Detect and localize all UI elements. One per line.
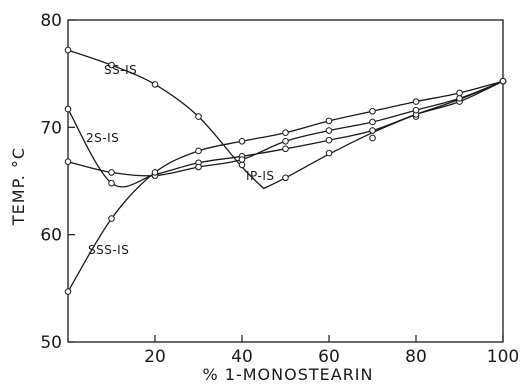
data-point-ip-is	[108, 169, 115, 176]
data-point-ss-is	[108, 61, 115, 69]
y-tick-label: 70	[40, 118, 62, 138]
data-point-ss-is	[282, 174, 289, 182]
series-label-ip-is: IP-IS	[246, 169, 275, 183]
data-point-2s-is	[64, 105, 72, 113]
series-line-sss-is	[67, 80, 504, 292]
data-point-2s-is	[108, 179, 115, 187]
y-tick-label: 80	[40, 11, 62, 31]
data-point-ss-is	[325, 149, 333, 157]
data-point-ss-is	[151, 81, 159, 88]
data-point-sss-is	[64, 288, 72, 295]
data-point-ip-is	[456, 95, 463, 102]
series-label-sss-is: SSS-IS	[88, 243, 129, 257]
curves	[67, 49, 504, 292]
data-point-sss-is	[238, 137, 246, 145]
data-point-sss-is	[456, 89, 463, 97]
data-point-sss-is	[499, 77, 507, 85]
data-point-ip-is	[369, 118, 376, 126]
series-line-ip-is	[67, 80, 504, 177]
data-point-ip-is	[195, 163, 202, 171]
data-point-ip-is	[238, 156, 246, 163]
labels: % 1-MONOSTEARIN TEMP. °C SS-IS 2S-IS IP-…	[9, 63, 374, 384]
data-point-2s-is	[369, 127, 376, 134]
data-point-ip-is	[64, 158, 72, 165]
x-tick-label: 40	[231, 347, 253, 367]
x-tick-label: 80	[405, 347, 427, 367]
data-point-2s-is	[282, 145, 289, 153]
data-point-ip-is	[282, 137, 289, 145]
data-point-ss-is	[369, 134, 376, 142]
data-point-ip-is	[412, 106, 420, 114]
x-tick-label: 60	[318, 347, 340, 367]
axes: 20 40 60 80 100 50 60 70 80	[40, 11, 519, 367]
markers	[64, 46, 507, 295]
data-point-sss-is	[369, 107, 376, 115]
y-tick-label: 60	[40, 226, 62, 246]
data-point-sss-is	[325, 117, 333, 125]
data-point-ss-is	[238, 161, 246, 169]
series-label-ss-is: SS-IS	[104, 63, 137, 77]
data-point-sss-is	[151, 169, 159, 176]
y-axis-title: TEMP. °C	[9, 147, 28, 226]
series-label-2s-is: 2S-IS	[86, 131, 119, 145]
plot-frame	[67, 19, 504, 343]
data-point-sss-is	[282, 129, 289, 136]
data-point-ss-is	[64, 46, 72, 54]
data-point-sss-is	[195, 147, 202, 155]
data-point-ip-is	[325, 127, 333, 134]
y-tick-label: 50	[40, 333, 62, 353]
data-point-ss-is	[195, 113, 202, 120]
data-point-sss-is	[412, 98, 420, 105]
x-tick-label: 100	[487, 347, 519, 367]
x-axis-title: % 1-MONOSTEARIN	[203, 365, 374, 384]
data-point-sss-is	[108, 215, 115, 222]
x-tick-label: 20	[144, 347, 166, 367]
data-point-2s-is	[325, 136, 333, 144]
